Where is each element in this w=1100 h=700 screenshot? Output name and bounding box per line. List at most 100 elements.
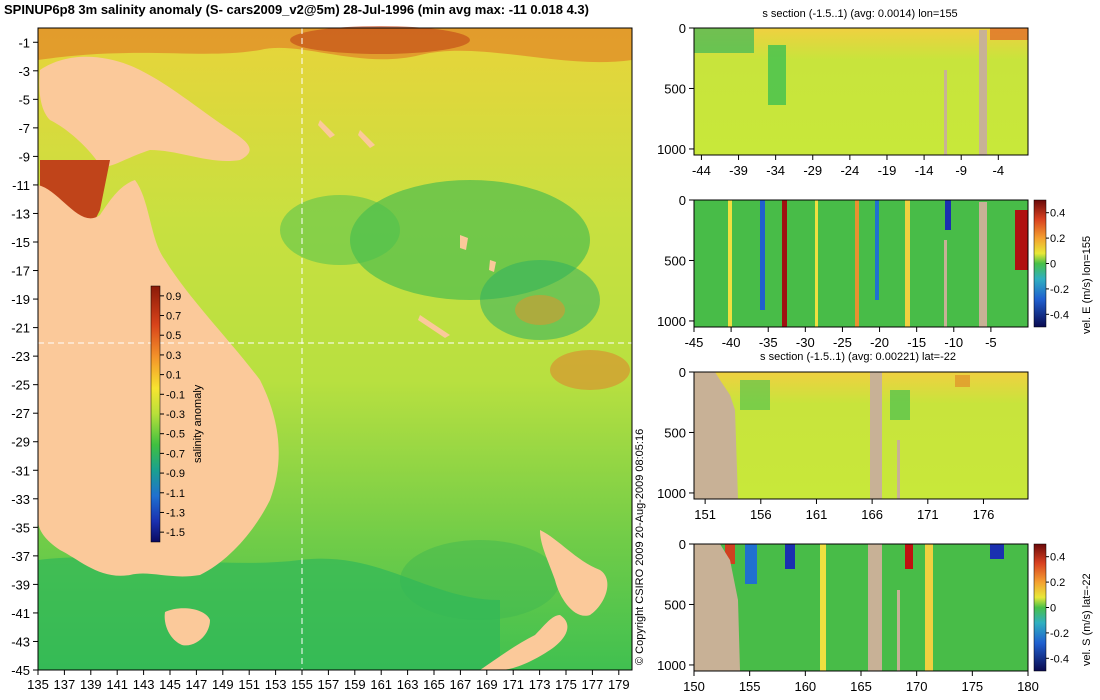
section-colorbar-tick-label: -0.4 <box>1050 653 1069 665</box>
section-y-tick-label: 500 <box>664 253 686 268</box>
section-x-tick-label: 166 <box>861 507 883 522</box>
map-x-tick-label: 141 <box>106 677 128 692</box>
section-x-tick-label: -45 <box>685 335 704 350</box>
section-4-jet <box>990 544 1004 559</box>
map-colorbar-tick-label: 0.7 <box>166 311 181 323</box>
section-4-jet <box>905 544 913 569</box>
copyright-note: © Copyright CSIRO 2009 20-Aug-2009 08:05… <box>634 429 646 665</box>
map-colorbar-tick-label: 0.5 <box>166 330 181 342</box>
section-4-land <box>897 590 900 671</box>
section-colorbar-tick-label: 0 <box>1050 259 1056 271</box>
section-2-jet <box>875 200 879 300</box>
section-colorbar-tick-label: 0.4 <box>1050 208 1065 220</box>
map-colorbar-tick-label: -0.7 <box>166 448 185 460</box>
map-x-tick-label: 139 <box>80 677 102 692</box>
section-4-jet <box>925 544 933 671</box>
section-colorbar-tick-label: -0.2 <box>1050 628 1069 640</box>
map-y-tick-label: -35 <box>11 520 30 535</box>
map-y-tick-label: -5 <box>18 92 30 107</box>
map-colorbar-tick-label: -1.5 <box>166 527 185 539</box>
section-x-tick-label: 171 <box>917 507 939 522</box>
map-warm-patch <box>515 295 565 325</box>
section-x-tick-label: 165 <box>850 679 872 694</box>
map-colorbar-tick-label: -0.5 <box>166 429 185 441</box>
map-colorbar-tick-label: -0.3 <box>166 409 185 421</box>
map-x-tick-label: 143 <box>133 677 155 692</box>
section-2-axes: -45 -40 -35 -30 -25 -20 -15 -10 -5 0 500 1000 <box>657 193 997 350</box>
section-x-tick-label: -25 <box>833 335 852 350</box>
section-2-land <box>979 202 987 327</box>
map-y-tick-label: -31 <box>11 463 30 478</box>
map-y-tick-label: -27 <box>11 406 30 421</box>
section-x-tick-label: -34 <box>766 163 785 178</box>
section-2-jet <box>815 200 818 327</box>
section-2-colorbar <box>1033 199 1047 328</box>
section-colorbar-tick-label: 0.2 <box>1050 577 1065 589</box>
section-x-tick-label: -29 <box>803 163 822 178</box>
map-x-tick-label: 147 <box>186 677 208 692</box>
map-land-new-guinea <box>39 56 250 167</box>
map-colorbar-tick-label: -0.1 <box>166 389 185 401</box>
section-x-tick-label: 176 <box>973 507 995 522</box>
map-colorbar-tick-label: -1.1 <box>166 488 185 500</box>
section-y-tick-label: 0 <box>679 365 686 380</box>
map-y-tick-label: -3 <box>18 64 30 79</box>
section-2-land <box>944 240 947 327</box>
section-panel-3: s section (-1.5..1) (avg: 0.00221) lat=-… <box>657 351 1029 522</box>
map-x-tick-label: 159 <box>344 677 366 692</box>
map-y-tick-label: -15 <box>11 235 30 250</box>
section-3-land <box>694 372 738 499</box>
section-1-axes: -44 -39 -34 -29 -24 -19 -14 -9 -4 0 500 1000 <box>657 21 1004 178</box>
section-2-frame <box>693 199 1029 328</box>
map-x-tick-label: 179 <box>608 677 630 692</box>
map-green-patch <box>280 195 400 265</box>
section-x-tick-label: 175 <box>961 679 983 694</box>
map-x-tick-label: 153 <box>265 677 287 692</box>
map-x-tick-label: 171 <box>502 677 524 692</box>
section-y-tick-label: 1000 <box>657 314 686 329</box>
section-y-tick-label: 500 <box>664 81 686 96</box>
section-x-tick-label: -14 <box>915 163 934 178</box>
section-1-eddy <box>768 45 786 105</box>
section-x-tick-label: 151 <box>694 507 716 522</box>
section-y-tick-label: 1000 <box>657 486 686 501</box>
map-y-tick-label: -37 <box>11 549 30 564</box>
section-4-axes: 150 155 160 165 170 175 180 0 500 1000 <box>657 537 1039 694</box>
map-y-tick-label: -9 <box>18 149 30 164</box>
map-land-nz-south <box>480 615 568 670</box>
map-land-tasmania <box>164 608 210 646</box>
section-x-tick-label: 170 <box>906 679 928 694</box>
map-colorbar-ticks: 0.9 0.7 0.5 0.3 0.1 -0.1 -0.3 -0.5 -0.7 -0.9 -1.1 -… <box>160 291 185 539</box>
section-4-jet <box>745 544 757 584</box>
section-4-field <box>694 544 1028 671</box>
section-2-jet <box>728 200 732 327</box>
section-3-title: s section (-1.5..1) (avg: 0.00221) lat=-… <box>760 351 956 363</box>
section-3-eddy <box>890 390 910 420</box>
section-3-frame <box>693 371 1029 500</box>
section-x-tick-label: -15 <box>907 335 926 350</box>
map-x-tick-label: 149 <box>212 677 234 692</box>
map-colorbar-tick-label: -0.9 <box>166 468 185 480</box>
map-x-tick-label: 163 <box>397 677 419 692</box>
section-4-colorbar <box>1033 543 1047 672</box>
section-panel-1: s section (-1.5..1) (avg: 0.0014) lon=15… <box>657 8 1029 178</box>
map-y-tick-label: -7 <box>18 121 30 136</box>
section-x-tick-label: 161 <box>806 507 828 522</box>
map-warm-eddy <box>290 26 470 54</box>
section-x-tick-label: 160 <box>794 679 816 694</box>
section-3-warm <box>955 375 970 387</box>
map-y-tick-label: -43 <box>11 634 30 649</box>
section-4-land <box>694 544 740 671</box>
map-colorbar-tick-label: 0.9 <box>166 291 181 303</box>
section-x-tick-label: -39 <box>729 163 748 178</box>
section-x-tick-label: -5 <box>985 335 997 350</box>
map-x-tick-label: 177 <box>582 677 604 692</box>
section-4-land <box>868 544 882 671</box>
section-4-jet <box>725 544 735 564</box>
section-colorbar-tick-label: -0.2 <box>1050 284 1069 296</box>
map-x-tick-label: 165 <box>423 677 445 692</box>
section-x-tick-label: 156 <box>750 507 772 522</box>
map-colorbar-tick-label: 0.1 <box>166 370 181 382</box>
map-x-tick-label: 135 <box>27 677 49 692</box>
